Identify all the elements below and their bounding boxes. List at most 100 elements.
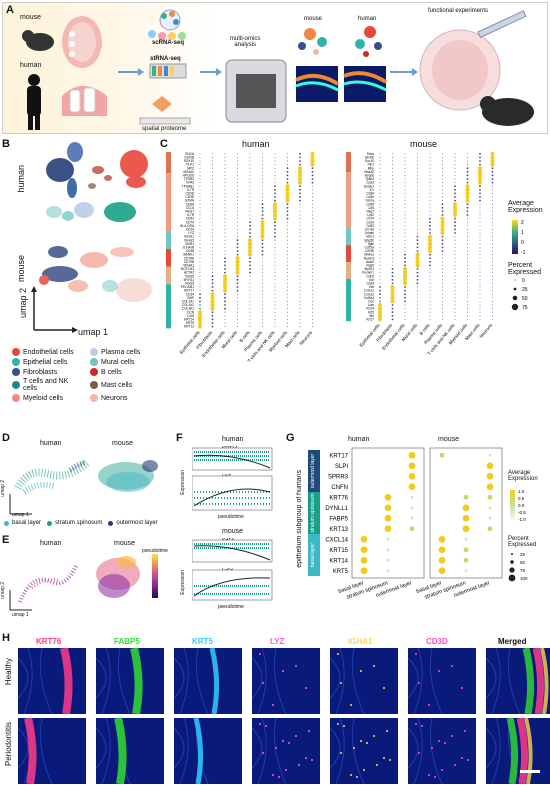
- c-dot: [260, 234, 265, 239]
- c-dot: [249, 235, 251, 238]
- c-dot: [237, 207, 238, 209]
- c-dot: [454, 315, 456, 317]
- c-dot: [262, 196, 263, 198]
- c-dot: [274, 275, 276, 277]
- c-colorbar: [512, 220, 518, 254]
- c-dot: [287, 326, 288, 328]
- c-dot: [274, 257, 276, 259]
- g-pct-expressed-label: Percent Expressed: [508, 536, 537, 548]
- c-gene-label: NKG7: [185, 209, 194, 213]
- c-dot: [416, 250, 419, 252]
- c-dot: [311, 170, 314, 173]
- c-dot: [312, 279, 313, 281]
- d-umap1-label: umap 1: [12, 512, 29, 518]
- c-gene-label: RGS5: [185, 281, 194, 285]
- c-dot: [492, 315, 493, 317]
- c-dot: [454, 160, 456, 162]
- c-dot: [404, 296, 406, 299]
- c-celltype-label: Neurons: [478, 322, 493, 339]
- c-gene-label: Cd14: [366, 220, 374, 224]
- c-dot: [224, 322, 226, 324]
- c-group-bar: [346, 261, 351, 279]
- c-dot: [491, 174, 494, 177]
- c-dot: [440, 223, 445, 228]
- c-dot: [417, 297, 418, 299]
- c-dot: [404, 239, 406, 241]
- c-dot: [417, 182, 418, 184]
- c-dot: [442, 192, 443, 194]
- c-dot: [404, 243, 406, 245]
- c-dot: [454, 250, 456, 252]
- c-dot: [235, 270, 240, 275]
- c-dot: [442, 315, 443, 317]
- c-dot: [454, 297, 456, 299]
- c-dot: [262, 160, 263, 162]
- c-dot: [404, 260, 406, 263]
- c-dot: [404, 311, 406, 313]
- c-dot: [479, 196, 481, 198]
- c-dot: [262, 164, 263, 166]
- c-dot: [429, 308, 431, 310]
- c-dot: [479, 254, 481, 256]
- c-dot: [249, 304, 251, 306]
- c-dot: [224, 228, 226, 230]
- c-dot: [467, 232, 468, 234]
- c-dot: [260, 227, 265, 232]
- c-dot: [237, 164, 238, 166]
- c-dot: [312, 232, 313, 234]
- g-dot: [386, 537, 390, 541]
- c-dot: [249, 203, 251, 205]
- c-dot: [274, 261, 276, 263]
- c-dot: [404, 189, 406, 191]
- c-dot: [479, 272, 481, 274]
- c-dot: [298, 177, 302, 181]
- c-dot: [235, 267, 240, 271]
- g-gene-label: CNFN: [331, 485, 348, 491]
- c-dot: [199, 189, 201, 191]
- c-dot: [490, 155, 495, 160]
- h-tile-art: [408, 648, 463, 714]
- c-dot: [199, 236, 201, 238]
- c-dot: [312, 250, 313, 252]
- c-dot: [287, 232, 288, 234]
- c-dot: [404, 225, 406, 227]
- legend-label: T cells and NK cells: [23, 378, 69, 392]
- c-dot: [492, 225, 493, 227]
- c-dot: [249, 214, 251, 216]
- c-dot: [492, 282, 493, 284]
- c-group-bar: [166, 231, 171, 250]
- c-dot: [429, 153, 431, 155]
- c-dot: [262, 189, 263, 191]
- mouse-label: mouse: [20, 14, 42, 21]
- c-dot: [491, 181, 494, 184]
- c-dot: [237, 218, 238, 220]
- c-dot: [428, 249, 432, 253]
- h-microscopy-tile: [174, 718, 242, 784]
- c-dot: [429, 272, 431, 274]
- c-dot: [310, 155, 315, 160]
- c-dot: [311, 178, 314, 180]
- c-dot: [391, 271, 394, 274]
- c-dot: [429, 221, 431, 224]
- c-dot: [404, 210, 406, 212]
- c-dot: [466, 174, 469, 177]
- c-dot: [467, 225, 468, 227]
- c-dot: [286, 203, 289, 206]
- c-group-bar: [346, 245, 351, 262]
- c-dot: [490, 159, 495, 163]
- c-dot: [441, 250, 444, 252]
- h-microscopy-tile: [330, 648, 398, 714]
- c-dot: [403, 277, 407, 282]
- f-human-label: human: [222, 436, 244, 443]
- c-dot: [237, 228, 238, 230]
- c-dot: [479, 246, 481, 248]
- c-dot: [249, 185, 251, 187]
- c-dot: [237, 153, 238, 155]
- c-dot: [479, 264, 481, 266]
- legend-dot: [4, 520, 9, 526]
- c-dot: [465, 195, 470, 199]
- c-dot: [379, 261, 381, 263]
- c-pct-tick: 25: [522, 287, 528, 293]
- c-dot: [479, 203, 481, 205]
- c-dot: [454, 188, 456, 191]
